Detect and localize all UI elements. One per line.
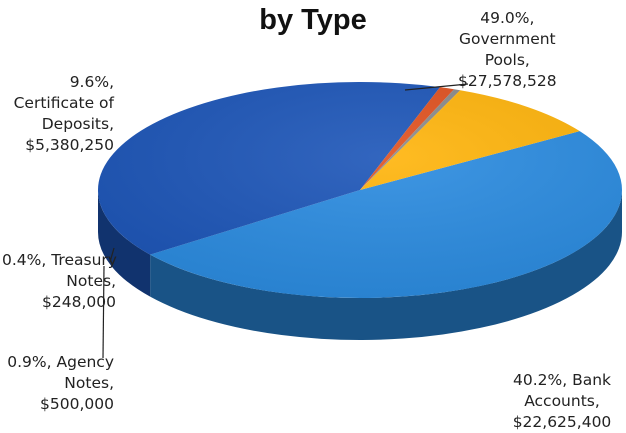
label-line: $27,578,528: [458, 72, 557, 90]
label-government-pools: 49.0%, Government Pools, $27,578,528: [458, 8, 557, 92]
label-bank-accounts: 40.2%, Bank Accounts, $22,625,400: [502, 370, 622, 433]
label-certificate-of-deposits: 9.6%, Certificate of Deposits, $5,380,25…: [2, 72, 114, 156]
chart-title: by Type: [259, 4, 367, 36]
label-line: 0.9%, Agency: [7, 353, 114, 371]
leader-line-agency-notes: [102, 265, 105, 359]
label-line: $248,000: [42, 293, 116, 311]
label-line: Certificate of: [13, 94, 114, 112]
label-agency-notes: 0.9%, Agency Notes, $500,000: [2, 352, 114, 415]
label-line: Notes,: [64, 374, 114, 392]
label-line: 9.6%,: [69, 73, 114, 91]
leader-line-treasury-notes: [109, 247, 115, 263]
label-line: 49.0%,: [480, 9, 535, 27]
pie-side-bank-accounts: [98, 190, 151, 297]
label-line: $5,380,250: [25, 136, 114, 154]
pie-side-government-pools: [150, 190, 623, 341]
label-line: 0.4%, Treasury: [2, 251, 117, 269]
label-line: Deposits,: [41, 115, 114, 133]
leader-line-government-pools: [404, 83, 469, 91]
label-line: Pools,: [484, 51, 530, 69]
pie-top-shading: [98, 82, 622, 298]
label-line: 40.2%, Bank: [512, 371, 612, 389]
label-line: $500,000: [40, 395, 114, 413]
label-treasury-notes: 0.4%, Treasury Notes, $248,000: [2, 250, 117, 313]
label-line: Government: [458, 30, 556, 48]
label-line: $22,625,400: [512, 413, 612, 431]
label-line: Accounts,: [524, 392, 600, 410]
label-line: Notes,: [66, 272, 116, 290]
